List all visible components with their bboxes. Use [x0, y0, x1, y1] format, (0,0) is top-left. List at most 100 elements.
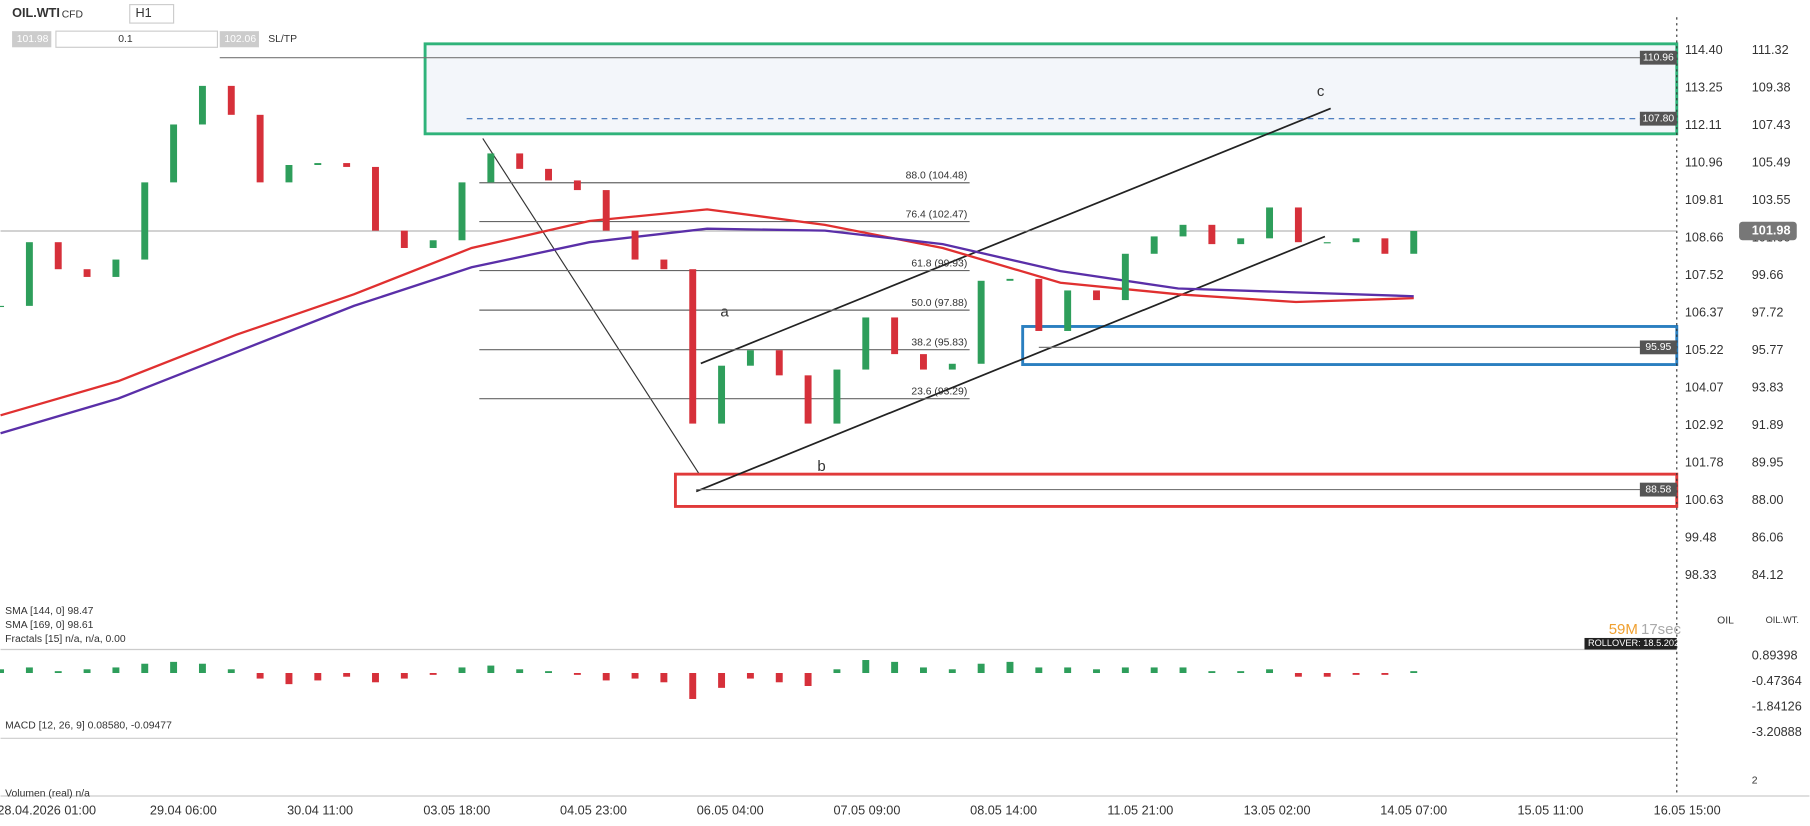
volume-tick: 2: [1752, 776, 1758, 787]
candle: [862, 317, 870, 370]
wave-label: b: [817, 458, 825, 475]
channel-line: [695, 235, 1326, 493]
candle: [227, 85, 235, 115]
candle: [400, 230, 408, 248]
sell-button[interactable]: [12, 31, 52, 48]
candle: [198, 85, 206, 125]
price-tick-label: 95.77: [1752, 343, 1784, 357]
price-tick-label: 109.38: [1752, 81, 1791, 95]
timeframe[interactable]: H1: [136, 6, 152, 20]
indicator-legend: Fractals [15] n/a, n/a, 0.00: [5, 634, 126, 645]
sltp[interactable]: SL/TP: [268, 34, 297, 45]
candle: [1410, 231, 1418, 254]
macd-bar: [83, 669, 91, 674]
price-tick-label-alt: 106.37: [1685, 306, 1724, 320]
macd-bar: [631, 673, 639, 679]
level-badge: [1639, 111, 1677, 126]
macd-bar: [458, 667, 466, 674]
tab[interactable]: OIL.WT.: [1766, 615, 1799, 625]
symbol[interactable]: OIL.WTI: [12, 6, 60, 20]
macd-tick-label: -0.47364: [1752, 674, 1802, 688]
candle: [112, 259, 120, 277]
price-tick-label-alt: 109.81: [1685, 193, 1724, 207]
macd-legend: MACD [12, 26, 9] 0.08580, -0.09477: [5, 720, 172, 731]
price-tick-label: 103.55: [1752, 193, 1791, 207]
timeframe-select[interactable]: [129, 4, 175, 24]
candle: [833, 369, 841, 424]
price-tick-label-alt: 102.92: [1685, 418, 1724, 432]
macd-tick-label: 0.89398: [1752, 649, 1798, 663]
candle: [141, 182, 149, 260]
candle: [1121, 253, 1129, 301]
macd-bar: [141, 663, 149, 674]
price-tick-label-alt: 114.40: [1685, 43, 1723, 57]
price-tick-label: 105.49: [1752, 156, 1791, 170]
lot-input[interactable]: [55, 30, 219, 48]
time-label: 15.05 11:00: [1517, 803, 1583, 817]
price-tick-label: 84.12: [1752, 568, 1784, 582]
macd-bar: [227, 669, 235, 674]
current-price-badge: [1739, 221, 1797, 241]
candle: [804, 375, 812, 424]
wave-label: c: [1317, 83, 1325, 100]
price-tick-label: 86.06: [1752, 531, 1784, 545]
macd-bar: [891, 661, 899, 674]
candle: [170, 124, 178, 183]
price-tick-label: 97.72: [1752, 306, 1784, 320]
candle: [1179, 224, 1187, 237]
macd-bar: [833, 669, 841, 674]
candle: [1294, 207, 1302, 243]
price-tick-label: 88.00: [1752, 493, 1784, 507]
macd-bar: [0, 669, 5, 674]
time-label: 04.05 23:00: [560, 803, 627, 817]
candle: [1381, 238, 1389, 254]
macd-bar: [1035, 667, 1043, 674]
lot[interactable]: 0.1: [118, 34, 133, 45]
ask[interactable]: 102.06: [224, 34, 256, 45]
tab[interactable]: OIL: [1717, 615, 1734, 626]
candle: [631, 230, 639, 260]
candle: [1006, 278, 1014, 281]
macd-bar: [285, 673, 293, 685]
fib-label: 88.0 (104.48): [906, 171, 968, 182]
macd-bar: [54, 671, 62, 674]
price-tick-label-alt: 101.78: [1685, 455, 1724, 469]
macd-bar: [1410, 671, 1418, 674]
candle: [545, 168, 552, 181]
macd-bar: [256, 673, 264, 679]
price-tick-label-alt: 107.52: [1685, 268, 1724, 282]
buy-button[interactable]: [219, 31, 259, 48]
fib-label: 23.6 (93.29): [911, 387, 967, 398]
rollover-badge: [1584, 637, 1677, 650]
level-label: 95.95: [1645, 342, 1671, 353]
bid[interactable]: 101.98: [17, 34, 49, 45]
time-label: 13.05 02:00: [1244, 803, 1311, 817]
macd-bar: [919, 667, 927, 674]
indicator-legend: SMA [169, 0] 98.61: [5, 620, 93, 631]
candle: [314, 163, 322, 166]
price-tick-label: 93.83: [1752, 381, 1784, 395]
macd-bar: [1323, 673, 1331, 677]
fib-label: 50.0 (97.88): [911, 298, 967, 309]
level-badge: [1639, 50, 1677, 65]
candle: [718, 365, 726, 424]
candle: [1266, 207, 1274, 239]
macd-bar: [372, 673, 379, 683]
candle: [1093, 290, 1100, 301]
macd-bar: [977, 663, 985, 674]
macd-bar: [1093, 669, 1100, 674]
candle: [602, 190, 610, 231]
candle: [1150, 236, 1158, 254]
price-tick-label: 107.43: [1752, 118, 1791, 132]
macd-bar: [516, 669, 524, 674]
macd-bar: [400, 673, 408, 679]
fib-label: 61.8 (99.93): [911, 258, 967, 269]
candle: [458, 182, 466, 241]
candle: [948, 363, 956, 370]
candle: [1323, 242, 1331, 244]
candle: [83, 269, 91, 277]
macd-bar: [689, 673, 697, 699]
macd-bar: [545, 671, 552, 674]
candle: [256, 114, 264, 183]
